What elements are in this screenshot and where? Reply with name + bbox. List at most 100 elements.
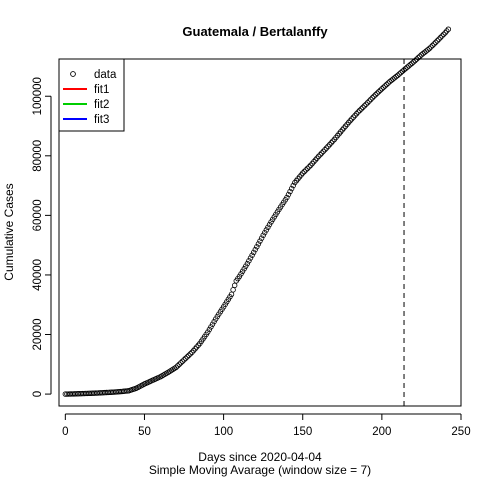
data-point [409, 60, 415, 66]
y-tick-label: 0 [32, 391, 44, 397]
data-point [326, 141, 333, 148]
data-point [303, 167, 309, 173]
data-point [288, 185, 295, 192]
data-point [363, 101, 369, 107]
data-point [415, 54, 421, 61]
data-point [442, 30, 448, 36]
data-point [398, 69, 404, 76]
x-tick-label: 250 [451, 426, 470, 438]
data-point [315, 153, 322, 160]
data-point [266, 221, 273, 228]
data-point [410, 59, 417, 65]
data-point [360, 104, 366, 111]
data-point [244, 260, 251, 267]
data-point [371, 93, 377, 99]
data-point [307, 162, 314, 169]
data-point [396, 71, 402, 77]
data-point [250, 249, 257, 256]
data-point [322, 147, 328, 153]
data-point [254, 244, 260, 250]
data-point [377, 87, 383, 93]
x-tick-label: 50 [138, 426, 151, 438]
data-point [320, 148, 327, 155]
chart-subtitle: Simple Moving Avarage (window size = 7) [149, 463, 371, 477]
data-point [428, 44, 434, 50]
data-point [355, 109, 361, 115]
y-axis-label: Cumulative Cases [2, 183, 16, 280]
data-points [62, 26, 452, 397]
data-point [265, 224, 271, 230]
data-point [312, 157, 319, 163]
data-point [249, 252, 255, 258]
data-point [252, 246, 258, 253]
data-point [181, 357, 187, 363]
data-point [349, 116, 355, 122]
data-point [444, 28, 450, 34]
data-point [372, 92, 379, 98]
data-point [209, 321, 216, 327]
data-point [190, 347, 197, 354]
data-point [205, 329, 211, 335]
data-point [189, 349, 195, 356]
data-point [440, 31, 447, 38]
data-point [369, 95, 376, 101]
data-point [247, 255, 254, 261]
data-point [193, 344, 200, 350]
data-point [353, 111, 360, 117]
data-point [192, 346, 198, 352]
data-point [350, 114, 357, 120]
data-point [385, 80, 391, 86]
chart-title: Guatemala / Bertalanffy [182, 24, 328, 39]
data-point [211, 318, 217, 325]
data-point [301, 168, 308, 175]
data-point [352, 112, 358, 119]
data-point [380, 84, 387, 91]
data-point [374, 90, 380, 96]
data-point [290, 182, 296, 189]
data-point [325, 143, 331, 150]
data-point [437, 34, 444, 41]
data-point [187, 351, 194, 357]
data-point [260, 232, 266, 239]
data-point [330, 138, 336, 144]
data-point [306, 164, 312, 170]
data-point [364, 99, 371, 106]
data-point [255, 241, 262, 247]
data-point [413, 56, 420, 62]
data-point [186, 352, 192, 359]
data-point [379, 86, 385, 92]
data-point [285, 191, 292, 198]
data-point [417, 53, 423, 59]
data-point [184, 354, 190, 360]
data-point [175, 363, 181, 369]
y-axis: 0 20000 40000 60000 80000 100000 [32, 77, 52, 397]
data-point [309, 160, 315, 167]
data-point [258, 235, 265, 241]
y-tick-label: 80000 [32, 140, 44, 172]
data-point [195, 342, 201, 348]
data-point [434, 38, 440, 44]
y-tick-label: 100000 [32, 77, 44, 115]
data-point [382, 83, 388, 89]
data-point [314, 155, 320, 161]
data-point [357, 107, 363, 114]
data-point [399, 68, 406, 74]
data-point [173, 364, 179, 370]
data-point [231, 282, 238, 289]
x-tick-label: 150 [293, 426, 312, 438]
data-point [368, 96, 374, 103]
y-tick-label: 20000 [32, 319, 44, 351]
data-point [361, 103, 368, 109]
data-point [257, 238, 263, 244]
data-point [208, 324, 214, 330]
data-point [246, 258, 252, 264]
data-point [439, 33, 445, 39]
data-point [311, 159, 317, 165]
y-tick-label: 40000 [32, 259, 44, 291]
data-point [347, 117, 353, 124]
data-point [323, 145, 330, 151]
data-point [176, 361, 182, 368]
data-point [407, 61, 414, 68]
data-point [304, 165, 311, 172]
